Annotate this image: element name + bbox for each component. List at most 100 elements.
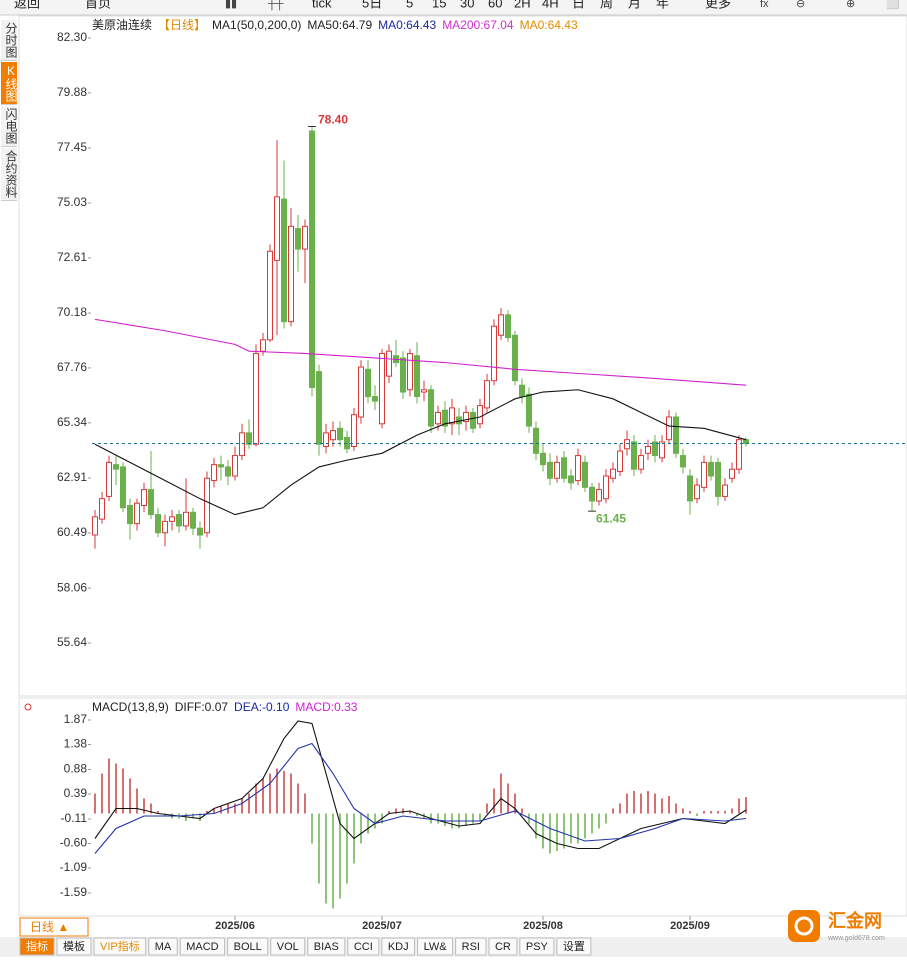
candle-body <box>232 455 238 477</box>
y-tick-label: -0.11 <box>61 811 88 825</box>
candle-body <box>218 464 224 468</box>
candle-body <box>470 411 476 429</box>
bottom-tab-bg[interactable] <box>148 937 178 956</box>
bottom-tab[interactable]: MACD <box>186 941 218 953</box>
candle-body <box>624 439 630 450</box>
bottom-tab-bg[interactable] <box>455 937 487 956</box>
bottom-tab[interactable]: CCI <box>354 941 373 953</box>
candle-body <box>554 461 560 479</box>
candle-body <box>505 314 511 339</box>
bottom-tab-bg[interactable] <box>179 937 226 956</box>
candle-body <box>407 352 413 391</box>
y-tick-label: 75.03 <box>57 195 87 209</box>
bottom-tab[interactable]: VOL <box>277 941 299 953</box>
toolbar-button[interactable]: 5 <box>406 0 413 10</box>
toolbar-icon[interactable]: ⊖ <box>796 0 805 10</box>
toolbar-button[interactable]: 首页 <box>85 0 111 10</box>
candle-body <box>99 498 105 520</box>
candle-body <box>687 475 693 502</box>
toolbar-icon[interactable]: ▮▮ <box>225 0 237 10</box>
bottom-tab[interactable]: LW& <box>424 941 448 953</box>
bottom-tab-bg[interactable] <box>270 937 306 956</box>
bottom-tab[interactable]: BIAS <box>314 941 339 953</box>
bottom-tab[interactable]: VIP指标 <box>100 939 140 953</box>
bottom-tab[interactable]: CR <box>495 941 511 953</box>
candle-body <box>547 461 553 479</box>
toolbar-button[interactable]: 返回 <box>14 0 40 10</box>
candle-body <box>253 352 259 445</box>
toolbar-icon[interactable]: ⊕ <box>846 0 855 10</box>
logo-name: 汇金网 <box>828 910 882 931</box>
y-tick-label: 72.61 <box>57 250 87 264</box>
timeframe-box[interactable] <box>19 917 89 937</box>
candle-body <box>120 466 126 509</box>
bottom-tab[interactable]: BOLL <box>234 941 262 953</box>
candle-body <box>337 427 343 441</box>
candle-body <box>519 384 525 398</box>
candle-body <box>743 439 749 445</box>
high-label: 78.40 <box>318 113 348 127</box>
bottom-tab[interactable]: 设置 <box>563 940 585 953</box>
bottom-tab-bg[interactable] <box>347 937 380 956</box>
toolbar-button[interactable]: 4H <box>542 0 559 10</box>
bottom-tab[interactable]: 模板 <box>63 939 85 953</box>
bottom-tab-bg[interactable] <box>307 937 346 956</box>
candle-body <box>449 407 455 425</box>
toolbar-icon[interactable]: ┼┼ <box>267 0 284 11</box>
y-tick-label: 60.49 <box>57 525 87 539</box>
timeframe[interactable]: 日线 ▲ <box>30 920 69 934</box>
candle-body <box>442 409 448 427</box>
candle-body <box>169 516 175 522</box>
bottom-tab-bg[interactable] <box>19 937 55 956</box>
bottom-tab[interactable]: KDJ <box>388 941 409 953</box>
bottom-tab[interactable]: MA <box>155 941 172 953</box>
legend-text: MA0:64.43 <box>520 18 578 32</box>
toolbar-button[interactable]: 年 <box>656 0 669 10</box>
candle-body <box>295 228 301 250</box>
x-tick-label: 2025/08 <box>523 920 563 932</box>
candle-body <box>666 416 672 441</box>
bottom-tab[interactable]: 指标 <box>26 939 48 953</box>
candle-body <box>526 393 532 427</box>
candle-body <box>225 466 231 477</box>
candle-body <box>246 432 252 445</box>
bottom-tab[interactable]: RSI <box>462 941 480 953</box>
toolbar-button[interactable]: tick <box>312 0 332 10</box>
toolbar-button[interactable]: 2H <box>514 0 531 10</box>
bottom-tab-bg[interactable] <box>93 937 147 956</box>
candle-body <box>316 371 322 445</box>
candle-body <box>484 380 490 409</box>
toolbar-icon[interactable]: fx <box>760 0 769 10</box>
bottom-tab-bg[interactable] <box>227 937 269 956</box>
y-tick-label: -1.09 <box>60 860 88 874</box>
bottom-tab-bg[interactable] <box>488 937 518 956</box>
bottom-tab-bg[interactable] <box>56 937 92 956</box>
toolbar-button[interactable]: 60 <box>488 0 502 10</box>
side-tab[interactable]: K线图 <box>1 62 18 105</box>
toolbar-icon[interactable]: ⬜ <box>886 0 900 10</box>
toolbar-button[interactable]: 更多 <box>705 0 731 10</box>
toolbar-button[interactable]: 周 <box>600 0 613 10</box>
bottom-tab-bg[interactable] <box>556 937 592 956</box>
toolbar-button[interactable]: 30 <box>460 0 474 10</box>
candle-body <box>155 514 161 534</box>
toolbar-button[interactable]: 5日 <box>362 0 382 10</box>
y-tick-label: 70.18 <box>57 305 87 319</box>
bottom-tab[interactable]: PSY <box>526 941 549 953</box>
side-tab[interactable]: 分时图 <box>1 20 18 61</box>
bottom-tab-bg[interactable] <box>519 937 555 956</box>
bottom-tab-bg[interactable] <box>381 937 416 956</box>
candle-body <box>722 484 728 497</box>
low-label: 61.45 <box>596 511 626 525</box>
candle-body <box>281 198 287 323</box>
side-tab[interactable]: 闪电图 <box>1 106 18 147</box>
toolbar-button[interactable]: 月 <box>628 0 641 10</box>
side-tab[interactable]: 合约资料 <box>1 148 18 201</box>
candle-body <box>372 396 378 402</box>
candle-body <box>568 475 574 484</box>
bottom-tab-bg[interactable] <box>417 937 454 956</box>
toolbar-button[interactable]: 15 <box>432 0 446 10</box>
toolbar-button[interactable]: 日 <box>572 0 585 10</box>
candle-body <box>183 511 189 527</box>
